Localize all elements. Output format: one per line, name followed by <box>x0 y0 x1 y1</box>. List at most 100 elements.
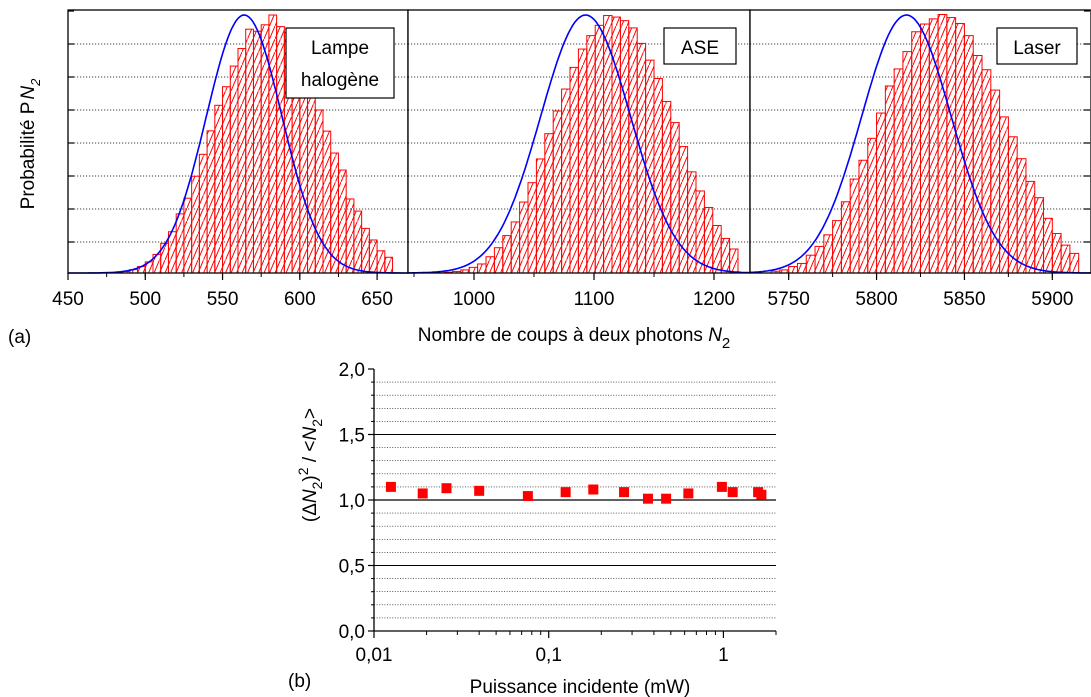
histogram-bar <box>345 198 355 274</box>
histogram-bar <box>619 20 630 274</box>
histogram-bar <box>493 247 504 274</box>
histogram-bar <box>307 87 316 274</box>
histogram-bar <box>1016 158 1027 274</box>
data-point <box>756 489 767 500</box>
histogram-bar <box>485 256 495 274</box>
histogram-bar <box>1060 244 1071 274</box>
histogram-bar <box>206 130 216 274</box>
histogram-bar <box>1043 217 1053 274</box>
histogram-bar <box>214 104 224 274</box>
histogram-bar <box>191 175 200 274</box>
data-point <box>385 481 396 492</box>
histogram-bar <box>586 35 596 274</box>
gaussian-fit-curve <box>749 14 1091 274</box>
histogram-bar <box>535 158 546 274</box>
histogram-bar <box>1007 136 1018 274</box>
histogram-bar <box>911 31 922 274</box>
histogram-bar <box>920 23 930 274</box>
histogram-subplot-ase: 1000 1100 1200 ASE <box>407 9 751 310</box>
histogram-bar <box>245 28 254 274</box>
histogram-bar <box>1025 180 1036 274</box>
histogram-bar <box>636 42 647 274</box>
histogram-bar <box>876 112 886 274</box>
x-tick-label: 1000 <box>453 289 495 310</box>
histogram-bar <box>703 206 714 274</box>
histogram-bar <box>477 263 487 274</box>
x-tick-label: 600 <box>284 289 316 310</box>
histogram-bar <box>840 201 851 274</box>
x-tick-label: 650 <box>361 289 393 310</box>
data-point <box>661 493 672 504</box>
histogram-bar <box>981 69 992 274</box>
x-axis-label: Puissance incidente (mW) <box>470 677 691 697</box>
histogram-bar <box>720 237 731 274</box>
x-tick-label: 500 <box>129 289 161 310</box>
histogram-bar <box>361 227 370 274</box>
histogram-bar <box>594 24 605 274</box>
data-point <box>441 483 452 494</box>
histogram-subplot-halogen: 450 500 550 600 650 Lampe halogène <box>52 9 409 310</box>
x-tick-label: 0,01 <box>356 645 393 666</box>
histogram-bar <box>1069 252 1080 274</box>
histogram-bar <box>823 234 834 274</box>
data-point <box>727 487 738 498</box>
data-point <box>474 485 485 496</box>
histogram-bar <box>183 197 193 274</box>
legend-box <box>996 27 1078 65</box>
histogram-bar <box>577 48 588 274</box>
histogram-bar <box>670 122 680 274</box>
variance-panel: 0,0 0,5 1,0 1,5 2,0 0,01 0,1 1 (ΔN2)2 / <N2> Pu… <box>288 360 777 697</box>
histogram-bar <box>167 231 177 274</box>
gaussian-fit-curve <box>68 14 408 274</box>
histogram-bar <box>552 110 563 274</box>
x-tick-label: 450 <box>52 289 84 310</box>
data-point <box>417 488 428 499</box>
histogram-bar <box>628 27 638 274</box>
histogram-bar <box>337 169 347 274</box>
legend-box <box>285 27 395 99</box>
histogram-bar <box>645 59 655 274</box>
histogram-bar <box>832 220 842 274</box>
histogram-bar <box>937 13 948 274</box>
histogram-bar <box>946 17 957 274</box>
histogram-bar <box>198 153 208 274</box>
y-tick-label: 2,0 <box>339 360 365 381</box>
x-axis-label: Nombre de coups à deux photons N2 <box>418 325 731 352</box>
histogram-bar <box>712 225 722 274</box>
legend-box <box>663 27 737 65</box>
grid <box>374 381 776 619</box>
x-tick-label: 5900 <box>1031 289 1073 310</box>
histogram-panel: 450 500 550 600 650 Lampe halogène 1000 1100 120… <box>8 9 1091 352</box>
histogram-bar <box>376 250 386 274</box>
histogram-subplot-laser: 5750 5800 5850 5900 Laser <box>749 9 1091 310</box>
histogram-bar <box>611 16 621 274</box>
y-tick-label: 1,5 <box>339 426 365 447</box>
x-tick-label: 0,1 <box>535 645 561 666</box>
x-tick-label: 5750 <box>768 289 810 310</box>
histogram-bar <box>867 137 878 274</box>
histogram-bar <box>468 266 479 274</box>
histogram-bar <box>963 35 974 274</box>
panel-b-tag: (b) <box>288 671 311 692</box>
y-tick-label: 0,0 <box>339 622 365 643</box>
histogram-bar <box>237 48 247 274</box>
histogram-bar <box>729 248 739 274</box>
histogram-bar <box>544 133 554 274</box>
legend-label: halogène <box>301 70 379 91</box>
x-tick-label: 1100 <box>574 289 615 310</box>
histogram-bar <box>858 159 869 274</box>
histogram-bar <box>569 66 579 274</box>
histogram-bar <box>502 235 512 274</box>
histogram-bar <box>314 109 324 274</box>
data-point <box>683 488 694 499</box>
data-points <box>385 481 767 504</box>
histogram-bar <box>368 239 378 274</box>
histogram-bar <box>268 14 278 274</box>
histogram-bar <box>893 68 904 274</box>
histogram-bar <box>561 88 571 274</box>
histogram-bar <box>1034 197 1045 274</box>
histogram-bar <box>222 86 231 274</box>
legend-label: Laser <box>1013 38 1061 59</box>
y-axis-label: (ΔN2)2 / <N2> <box>295 408 325 522</box>
